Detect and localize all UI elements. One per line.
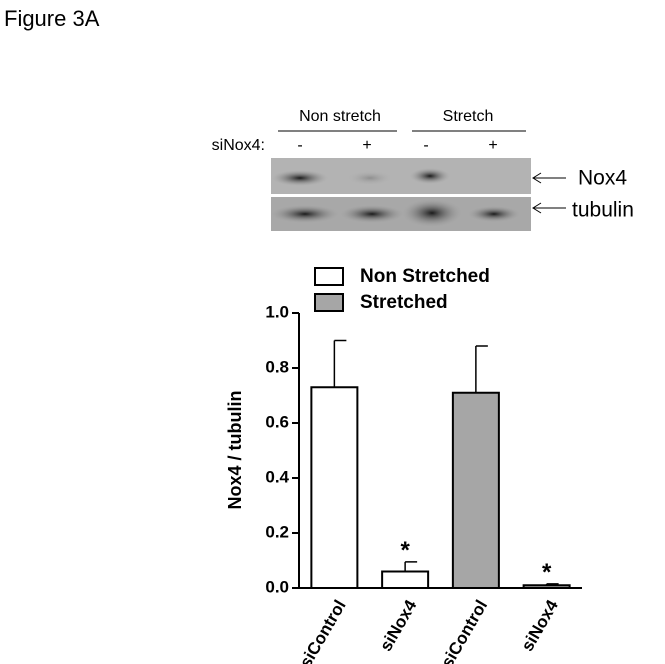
y-tick-label: 0.2 — [265, 522, 289, 541]
lane-label: - — [297, 137, 302, 154]
lane-label: + — [488, 137, 497, 154]
bar — [381, 570, 430, 589]
blot-band — [272, 170, 328, 186]
bar — [451, 391, 500, 589]
legend-label: Stretched — [360, 292, 448, 313]
y-tick-label: 1.0 — [265, 302, 289, 321]
lane-label: + — [362, 137, 371, 154]
annotation: * — [400, 537, 410, 564]
blot-band — [410, 168, 450, 184]
blot-band — [468, 206, 520, 222]
blot-band — [348, 171, 392, 185]
x-tick-label: siControl — [296, 597, 350, 664]
bar — [522, 584, 571, 589]
blot-band — [402, 199, 462, 227]
legend-swatch — [314, 267, 344, 286]
arrow — [532, 172, 542, 184]
legend-swatch — [314, 293, 344, 312]
row-label: siNox4: — [212, 137, 265, 154]
x-tick-label: siControl — [437, 597, 491, 664]
y-tick-label: 0.8 — [265, 357, 289, 376]
blot-band — [340, 205, 404, 223]
arrow — [532, 202, 542, 214]
x-tick-label: siNox4 — [376, 596, 421, 654]
blot-band — [271, 205, 339, 223]
y-axis-label: Nox4 / tubulin — [225, 391, 245, 510]
y-tick-label: 0.4 — [265, 467, 289, 486]
legend-label: Non Stretched — [360, 266, 490, 287]
blot-group: Stretch — [443, 108, 494, 125]
annotation: * — [542, 559, 552, 586]
y-tick-label: 0.6 — [265, 412, 289, 431]
blot-group: Non stretch — [299, 108, 381, 125]
bar — [310, 386, 359, 589]
y-tick-label: 0.0 — [265, 577, 289, 596]
band-label: Nox4 — [578, 167, 627, 190]
figure-label: Figure 3A — [4, 6, 100, 31]
x-tick-label: siNox4 — [518, 596, 563, 654]
band-label: tubulin — [572, 199, 634, 222]
lane-label: - — [423, 137, 428, 154]
